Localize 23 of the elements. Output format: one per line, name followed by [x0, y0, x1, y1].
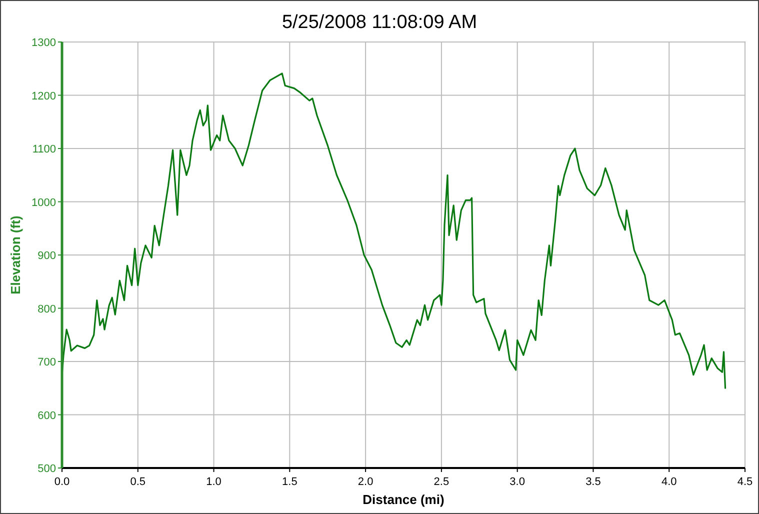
x-tick-label: 2.5 [434, 476, 450, 488]
line-series [61, 72, 726, 389]
y-tick-label: 800 [38, 303, 56, 316]
x-tick-label: 1.5 [282, 476, 298, 488]
y-axis-title: Elevation (ft) [8, 216, 23, 294]
x-axis-title: Distance (mi) [362, 492, 444, 507]
x-tick-label: 4.5 [737, 476, 753, 488]
y-tick-label: 500 [38, 463, 56, 475]
x-tick-label: 0.5 [130, 476, 146, 488]
y-tick-label: 700 [38, 356, 56, 368]
y-tick-label: 1300 [32, 37, 56, 49]
x-tick-label: 4.0 [661, 476, 677, 488]
y-tick-label: 900 [38, 250, 56, 262]
x-tick-label: 2.0 [358, 476, 374, 488]
chart-title: 5/25/2008 11:08:09 AM [282, 12, 478, 33]
x-tick-label: 1.0 [206, 476, 222, 488]
x-tick-label: 0.0 [54, 476, 70, 488]
y-tick-label: 600 [38, 410, 56, 422]
y-tick-label: 1000 [32, 196, 56, 209]
x-tick-label: 3.0 [510, 476, 525, 488]
y-tick-label: 1100 [32, 144, 56, 156]
y-tick-label: 1200 [32, 90, 56, 102]
x-tick-label: 3.5 [586, 476, 601, 488]
